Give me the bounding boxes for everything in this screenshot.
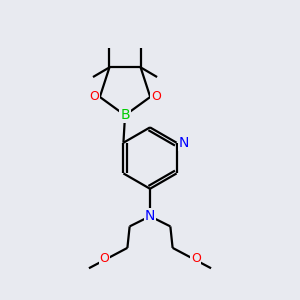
Text: B: B xyxy=(120,108,130,122)
Text: N: N xyxy=(145,209,155,223)
Text: O: O xyxy=(151,91,161,103)
Text: O: O xyxy=(191,252,201,265)
Text: O: O xyxy=(89,91,99,103)
Text: O: O xyxy=(99,252,109,265)
Text: N: N xyxy=(178,136,189,150)
